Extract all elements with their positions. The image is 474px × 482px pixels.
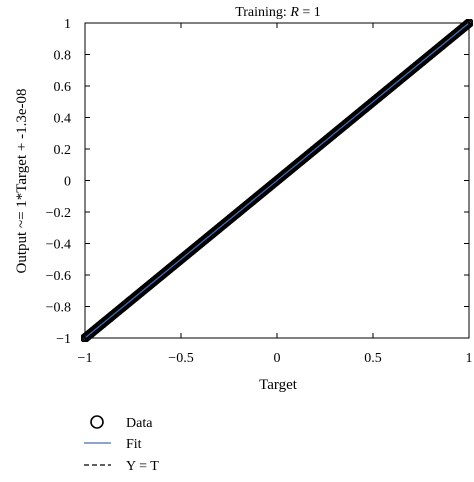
x-tick-label: −1 [78, 351, 93, 366]
plot-area [81, 19, 473, 342]
data-point [461, 20, 472, 30]
x-tick-label: 1 [466, 351, 473, 366]
x-axis-label: Target [259, 377, 298, 393]
y-tick-label: −0.8 [46, 301, 71, 316]
legend-yt-label: Y = T [126, 459, 159, 474]
y-tick-label: 1 [64, 17, 71, 32]
y-tick-label: 0.6 [54, 80, 72, 95]
y-tick-label: −1 [56, 332, 71, 347]
y-tick-label: 0.4 [54, 112, 72, 127]
legend-fit-label: Fit [126, 437, 142, 452]
x-tick-label: 0 [274, 351, 281, 366]
y-tick-label: −0.4 [46, 238, 71, 253]
y-tick-label: −0.2 [46, 206, 71, 221]
legend-data-label: Data [126, 416, 153, 431]
y-tick-label: −0.6 [46, 269, 71, 284]
x-tick-label: 0.5 [364, 351, 382, 366]
y-tick-label: 0 [64, 175, 71, 190]
y-axis-label: Output ~= 1*Target + -1.3e-08 [14, 89, 30, 274]
chart-title: Training: R = 1 [235, 5, 321, 20]
data-points [81, 19, 473, 342]
y-tick-label: 0.2 [54, 143, 72, 158]
y-tick-label: 0.8 [54, 49, 72, 64]
legend-data-marker [90, 415, 104, 429]
fit-line [84, 22, 470, 339]
data-point [462, 19, 473, 29]
x-tick-label: −0.5 [168, 351, 193, 366]
axis-ticks: −1 −0.5 0 0.5 1 1 0.8 0.6 0.4 0.2 0 −0.2 −0.4 −0.6 −0.… [46, 17, 473, 366]
legend: Data Fit Y = T [84, 415, 159, 474]
